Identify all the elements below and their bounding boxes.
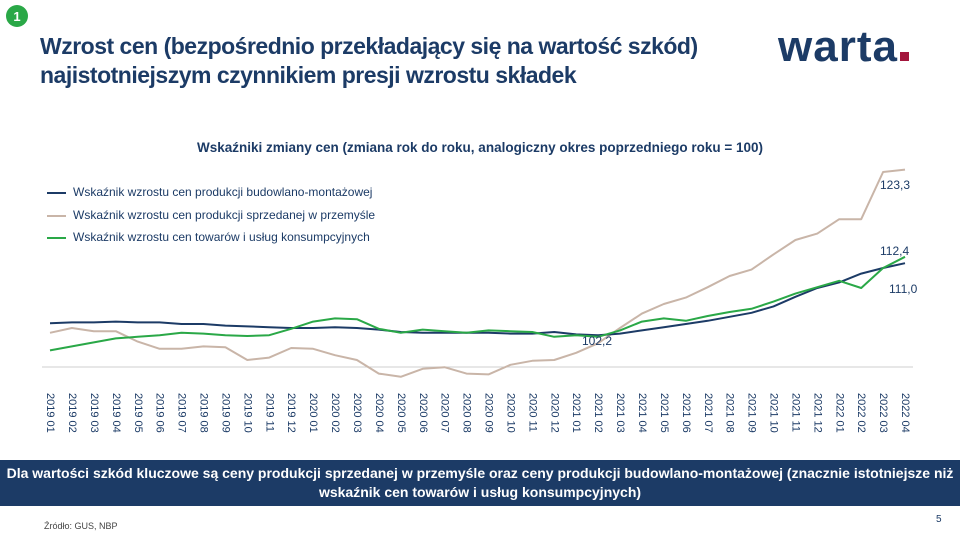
series-line-0 bbox=[49, 262, 906, 337]
data-label: 123,3 bbox=[880, 178, 910, 192]
x-tick-label: 2019 04 bbox=[110, 393, 122, 433]
x-tick-label: 2021 10 bbox=[768, 393, 780, 433]
x-tick-label: 2022 04 bbox=[899, 393, 911, 433]
x-tick-label: 2019 10 bbox=[241, 393, 253, 433]
legend-label-2: Wskaźnik wzrostu cen towarów i usług kon… bbox=[73, 230, 370, 244]
x-tick-label: 2019 07 bbox=[176, 393, 188, 433]
x-tick-label: 2021 08 bbox=[724, 393, 736, 433]
x-tick-label: 2020 08 bbox=[461, 393, 473, 433]
logo-dot bbox=[899, 52, 909, 61]
logo-text: warta bbox=[778, 22, 898, 71]
x-tick-label: 2019 01 bbox=[44, 393, 56, 433]
x-tick-label: 2020 06 bbox=[417, 393, 429, 433]
x-tick-label: 2021 02 bbox=[592, 393, 604, 433]
x-tick-label: 2021 03 bbox=[614, 393, 626, 433]
x-tick-label: 2021 12 bbox=[811, 393, 823, 433]
x-tick-label: 2019 12 bbox=[285, 393, 297, 433]
x-tick-label: 2019 02 bbox=[66, 393, 78, 433]
x-tick-label: 2019 05 bbox=[132, 393, 144, 433]
series-line-1 bbox=[49, 168, 906, 378]
x-tick-label: 2020 03 bbox=[351, 393, 363, 433]
x-tick-label: 2020 09 bbox=[483, 393, 495, 433]
data-label: 112,4 bbox=[880, 244, 909, 258]
x-tick-label: 2020 12 bbox=[548, 393, 560, 433]
x-tick-label: 2020 02 bbox=[329, 393, 341, 433]
warta-logo: warta bbox=[778, 22, 909, 72]
x-tick-label: 2021 01 bbox=[570, 393, 582, 433]
x-tick-label: 2021 04 bbox=[636, 393, 648, 433]
legend-label-1: Wskaźnik wzrostu cen produkcji sprzedane… bbox=[73, 208, 375, 222]
data-label: 102,2 bbox=[582, 334, 612, 348]
source-note: Źródło: GUS, NBP bbox=[44, 521, 118, 531]
legend-label-0: Wskaźnik wzrostu cen produkcji budowlano… bbox=[73, 185, 372, 199]
x-tick-label: 2019 06 bbox=[154, 393, 166, 433]
x-tick-label: 2022 03 bbox=[877, 393, 889, 433]
x-tick-label: 2020 11 bbox=[526, 393, 538, 432]
data-label: 111,0 bbox=[889, 282, 918, 296]
x-tick-label: 2019 03 bbox=[88, 393, 100, 433]
x-tick-label: 2021 07 bbox=[702, 393, 714, 433]
x-tick-label: 2020 05 bbox=[395, 393, 407, 433]
x-tick-label: 2019 09 bbox=[219, 393, 231, 433]
x-tick-label: 2020 07 bbox=[439, 393, 451, 433]
chart-title: Wskaźniki zmiany cen (zmiana rok do roku… bbox=[196, 140, 764, 155]
x-tick-label: 2021 06 bbox=[680, 393, 692, 433]
x-tick-label: 2019 11 bbox=[263, 393, 275, 432]
x-tick-label: 2022 02 bbox=[855, 393, 867, 433]
conclusion-banner: Dla wartości szkód kluczowe są ceny prod… bbox=[0, 460, 960, 506]
slide-title: Wzrost cen (bezpośrednio przekładający s… bbox=[40, 33, 698, 88]
x-tick-label: 2020 01 bbox=[307, 393, 319, 433]
x-tick-label: 2022 01 bbox=[833, 393, 845, 433]
series-line-2 bbox=[49, 255, 906, 352]
x-tick-label: 2019 08 bbox=[198, 393, 210, 433]
x-tick-label: 2021 05 bbox=[658, 393, 670, 433]
slide-number-badge: 1 bbox=[6, 5, 28, 27]
x-tick-label: 2021 11 bbox=[789, 393, 801, 432]
x-tick-label: 2021 09 bbox=[746, 393, 758, 433]
x-tick-label: 2020 10 bbox=[504, 393, 516, 433]
page-number: 5 bbox=[936, 514, 942, 525]
x-tick-label: 2020 04 bbox=[373, 393, 385, 433]
price-index-chart: 2019 01 2019 02 2019 03 2019 04 2019 05 2019 … bbox=[42, 168, 918, 433]
